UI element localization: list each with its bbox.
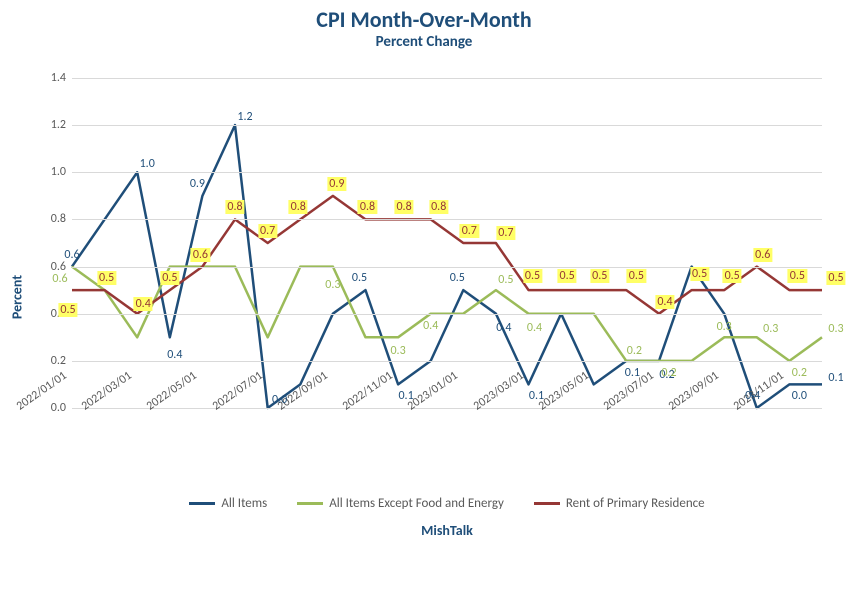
data-label: 0.7 (460, 224, 479, 238)
data-label: 0.2 (625, 344, 644, 358)
data-label: 0.3 (761, 322, 780, 336)
data-label: 0.3 (826, 322, 845, 336)
data-label: 0.5 (826, 271, 845, 285)
data-label: 0.8 (289, 200, 308, 214)
data-label: 0.0 (790, 389, 809, 403)
data-label: 0.2 (659, 366, 678, 380)
y-tick-label: 1.4 (32, 71, 66, 85)
legend-item: All Items Except Food and Energy (297, 496, 504, 511)
gridline (72, 314, 822, 315)
legend-swatch (189, 502, 215, 505)
data-label: 0.5 (97, 271, 116, 285)
data-label: 1.0 (138, 157, 157, 171)
gridline (72, 125, 822, 126)
data-label: 0.7 (258, 224, 277, 238)
chart-subtitle: Percent Change (0, 33, 848, 51)
legend-swatch (534, 502, 560, 505)
data-label: 1.2 (235, 110, 254, 124)
series-lines (72, 78, 822, 408)
legend-swatch (297, 502, 323, 505)
gridline (72, 172, 822, 173)
y-tick-label: 1.2 (32, 118, 66, 132)
data-label: 0.4 (421, 319, 440, 333)
data-label: 0.3 (388, 344, 407, 358)
data-label: 0.5 (160, 271, 179, 285)
gridline (72, 78, 822, 79)
data-label: 0.6 (62, 248, 81, 262)
data-label: 0.5 (723, 269, 742, 283)
data-label: 0.1 (527, 389, 546, 403)
data-label: 0.9 (327, 177, 346, 191)
data-label: 0.5 (558, 269, 577, 283)
data-label: 0.5 (496, 273, 515, 287)
data-label: 0.1 (826, 371, 845, 385)
data-label: 0.5 (788, 269, 807, 283)
data-label: 0.4 (525, 321, 544, 335)
data-label: 0.8 (225, 200, 244, 214)
data-label: 0.6 (50, 272, 69, 286)
data-label: 0.4 (134, 297, 153, 311)
gridline (72, 408, 822, 409)
legend: All Items All Items Except Food and Energ… (72, 496, 822, 511)
legend-label: Rent of Primary Residence (566, 496, 705, 511)
data-label: 0.5 (350, 271, 369, 285)
data-label: 0.4 (165, 348, 184, 362)
legend-item: Rent of Primary Residence (534, 496, 705, 511)
data-label: 0.3 (715, 320, 734, 334)
data-label: 0.3 (323, 278, 342, 292)
data-label: 0.0 (270, 393, 289, 407)
legend-label: All Items (221, 496, 267, 511)
data-label: 0.5 (690, 267, 709, 281)
plot-area: 0.00.20.40.60.81.01.21.42022/01/012022/0… (72, 78, 822, 408)
y-axis-title: Percent (8, 274, 25, 318)
y-tick-label: 1.0 (32, 165, 66, 179)
data-label: 0.8 (394, 200, 413, 214)
data-label: 0.5 (627, 269, 646, 283)
data-label: 0.6 (191, 248, 210, 262)
data-label: 0.9 (188, 177, 207, 191)
gridline (72, 219, 822, 220)
data-label: 0.7 (496, 226, 515, 240)
data-label: 0.5 (448, 271, 467, 285)
data-label: 0.4 (655, 295, 674, 309)
gridline (72, 361, 822, 362)
data-label: 0.5 (58, 303, 77, 317)
y-tick-label: 0.0 (32, 401, 66, 415)
data-label: 0.5 (590, 269, 609, 283)
data-label: 0.8 (429, 200, 448, 214)
chart-title: CPI Month-Over-Month (0, 0, 848, 33)
data-label: 0.1 (396, 389, 415, 403)
data-label: 0.5 (523, 269, 542, 283)
data-label: 0.4 (494, 321, 513, 335)
data-label: 0.4 (743, 389, 762, 403)
data-label: 0.1 (623, 366, 642, 380)
chart-footer: MishTalk (72, 522, 822, 539)
data-label: 0.8 (358, 200, 377, 214)
legend-label: All Items Except Food and Energy (329, 496, 504, 511)
data-label: 0.2 (790, 366, 809, 380)
data-label: 0.6 (753, 248, 772, 262)
legend-item: All Items (189, 496, 267, 511)
y-tick-label: 0.2 (32, 354, 66, 368)
y-tick-label: 0.8 (32, 212, 66, 226)
cpi-chart: { "title": "CPI Month-Over-Month", "subt… (0, 0, 848, 593)
gridline (72, 267, 822, 268)
